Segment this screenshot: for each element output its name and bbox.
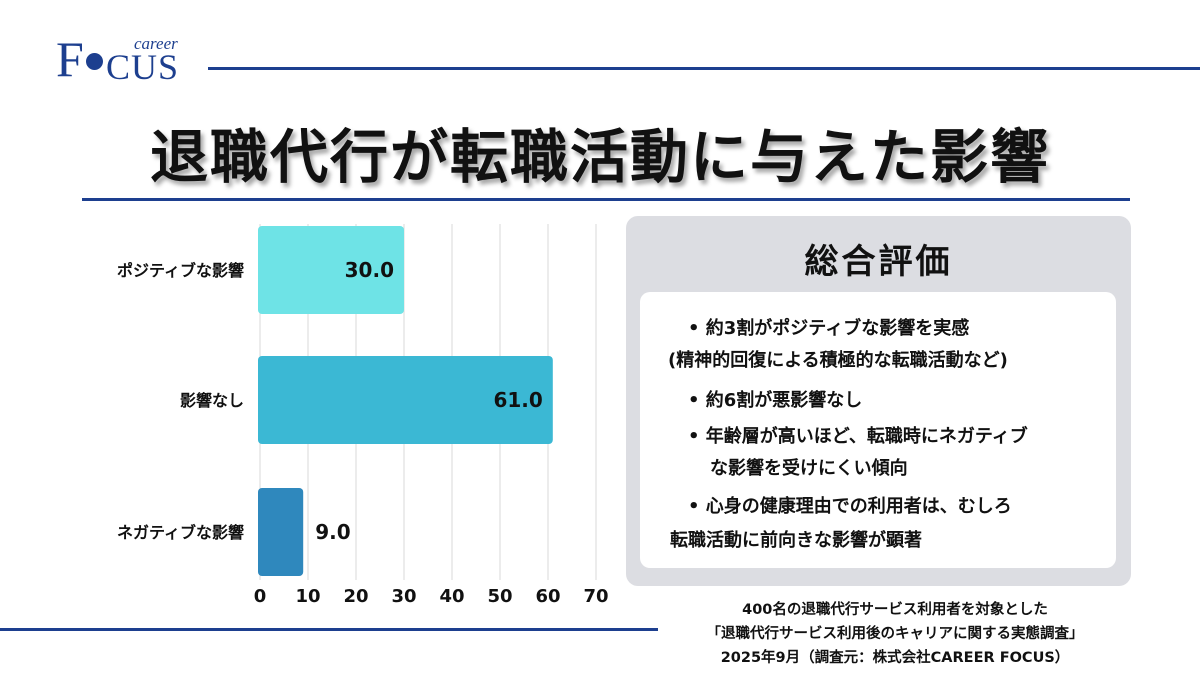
footer-divider (0, 628, 658, 631)
bar-chart-svg: 0 10 20 30 40 50 60 70 30.0 ポジティブな影響 61.0 影響なし 9.0 ネガ… (117, 224, 609, 607)
x-tick-label: 50 (487, 586, 512, 607)
x-tick-label: 40 (439, 586, 464, 607)
summary-line: • 約3割がポジティブな影響を実感 (688, 318, 970, 339)
summary-line: 転職活動に前向きな影響が顕著 (670, 530, 922, 551)
footer-line-1: 400名の退職代行サービス利用者を対象とした (742, 602, 1048, 618)
bar-value-label: 61.0 (493, 388, 542, 412)
x-tick-label: 70 (583, 586, 608, 607)
title-underline (82, 198, 1130, 201)
category-label: 影響なし (180, 391, 244, 410)
bar (258, 226, 404, 314)
bar-chart: 0 10 20 30 40 50 60 70 30.0 ポジティブな影響 61.0 影響なし 9.0 ネガ… (0, 210, 620, 610)
summary-content: • 約3割がポジティブな影響を実感 (精神的回復による積極的な転職活動など) •… (640, 292, 1116, 568)
x-tick-label: 20 (343, 586, 368, 607)
bar-value-label: 9.0 (315, 520, 350, 544)
summary-title: 総合評価 (804, 242, 953, 282)
x-tick-label: 10 (295, 586, 320, 607)
logo-letters-cus: CUS (106, 47, 180, 87)
summary-panel: 総合評価 • 約3割がポジティブな影響を実感 (精神的回復による積極的な転職活動… (626, 216, 1131, 586)
page-title: 退職代行が転職活動に与えた影響 (149, 123, 1050, 191)
category-label: ネガティブな影響 (117, 523, 244, 542)
logo: F CUS career (56, 34, 186, 90)
logo-letter-f: F (56, 31, 84, 87)
summary-line: • 年齢層が高いほど、転職時にネガティブ (688, 426, 1028, 447)
bar (258, 356, 553, 444)
x-tick-label: 0 (254, 586, 267, 607)
footer-source: 400名の退職代行サービス利用者を対象とした 「退職代行サービス利用後のキャリア… (660, 598, 1130, 670)
bar (258, 488, 304, 576)
footer-line-3: 2025年9月（調査元：株式会社CAREER FOCUS） (720, 650, 1070, 666)
bar-value-label: 30.0 (345, 258, 394, 282)
x-tick-label: 60 (535, 586, 560, 607)
title-container: 退職代行が転職活動に与えた影響 (0, 110, 1200, 194)
logo-dot-icon (86, 53, 103, 70)
summary-line: な影響を受けにくい傾向 (710, 458, 908, 479)
x-tick-label: 30 (391, 586, 416, 607)
summary-line: • 約6割が悪影響なし (688, 390, 863, 411)
logo-career: career (134, 34, 178, 53)
footer-line-2: 「退職代行サービス利用後のキャリアに関する実態調査」 (706, 626, 1084, 642)
category-label: ポジティブな影響 (117, 261, 244, 280)
summary-line: • 心身の健康理由での利用者は、むしろ (688, 496, 1012, 517)
summary-line: (精神的回復による積極的な転職活動など) (668, 350, 1008, 371)
header-divider (208, 67, 1200, 70)
